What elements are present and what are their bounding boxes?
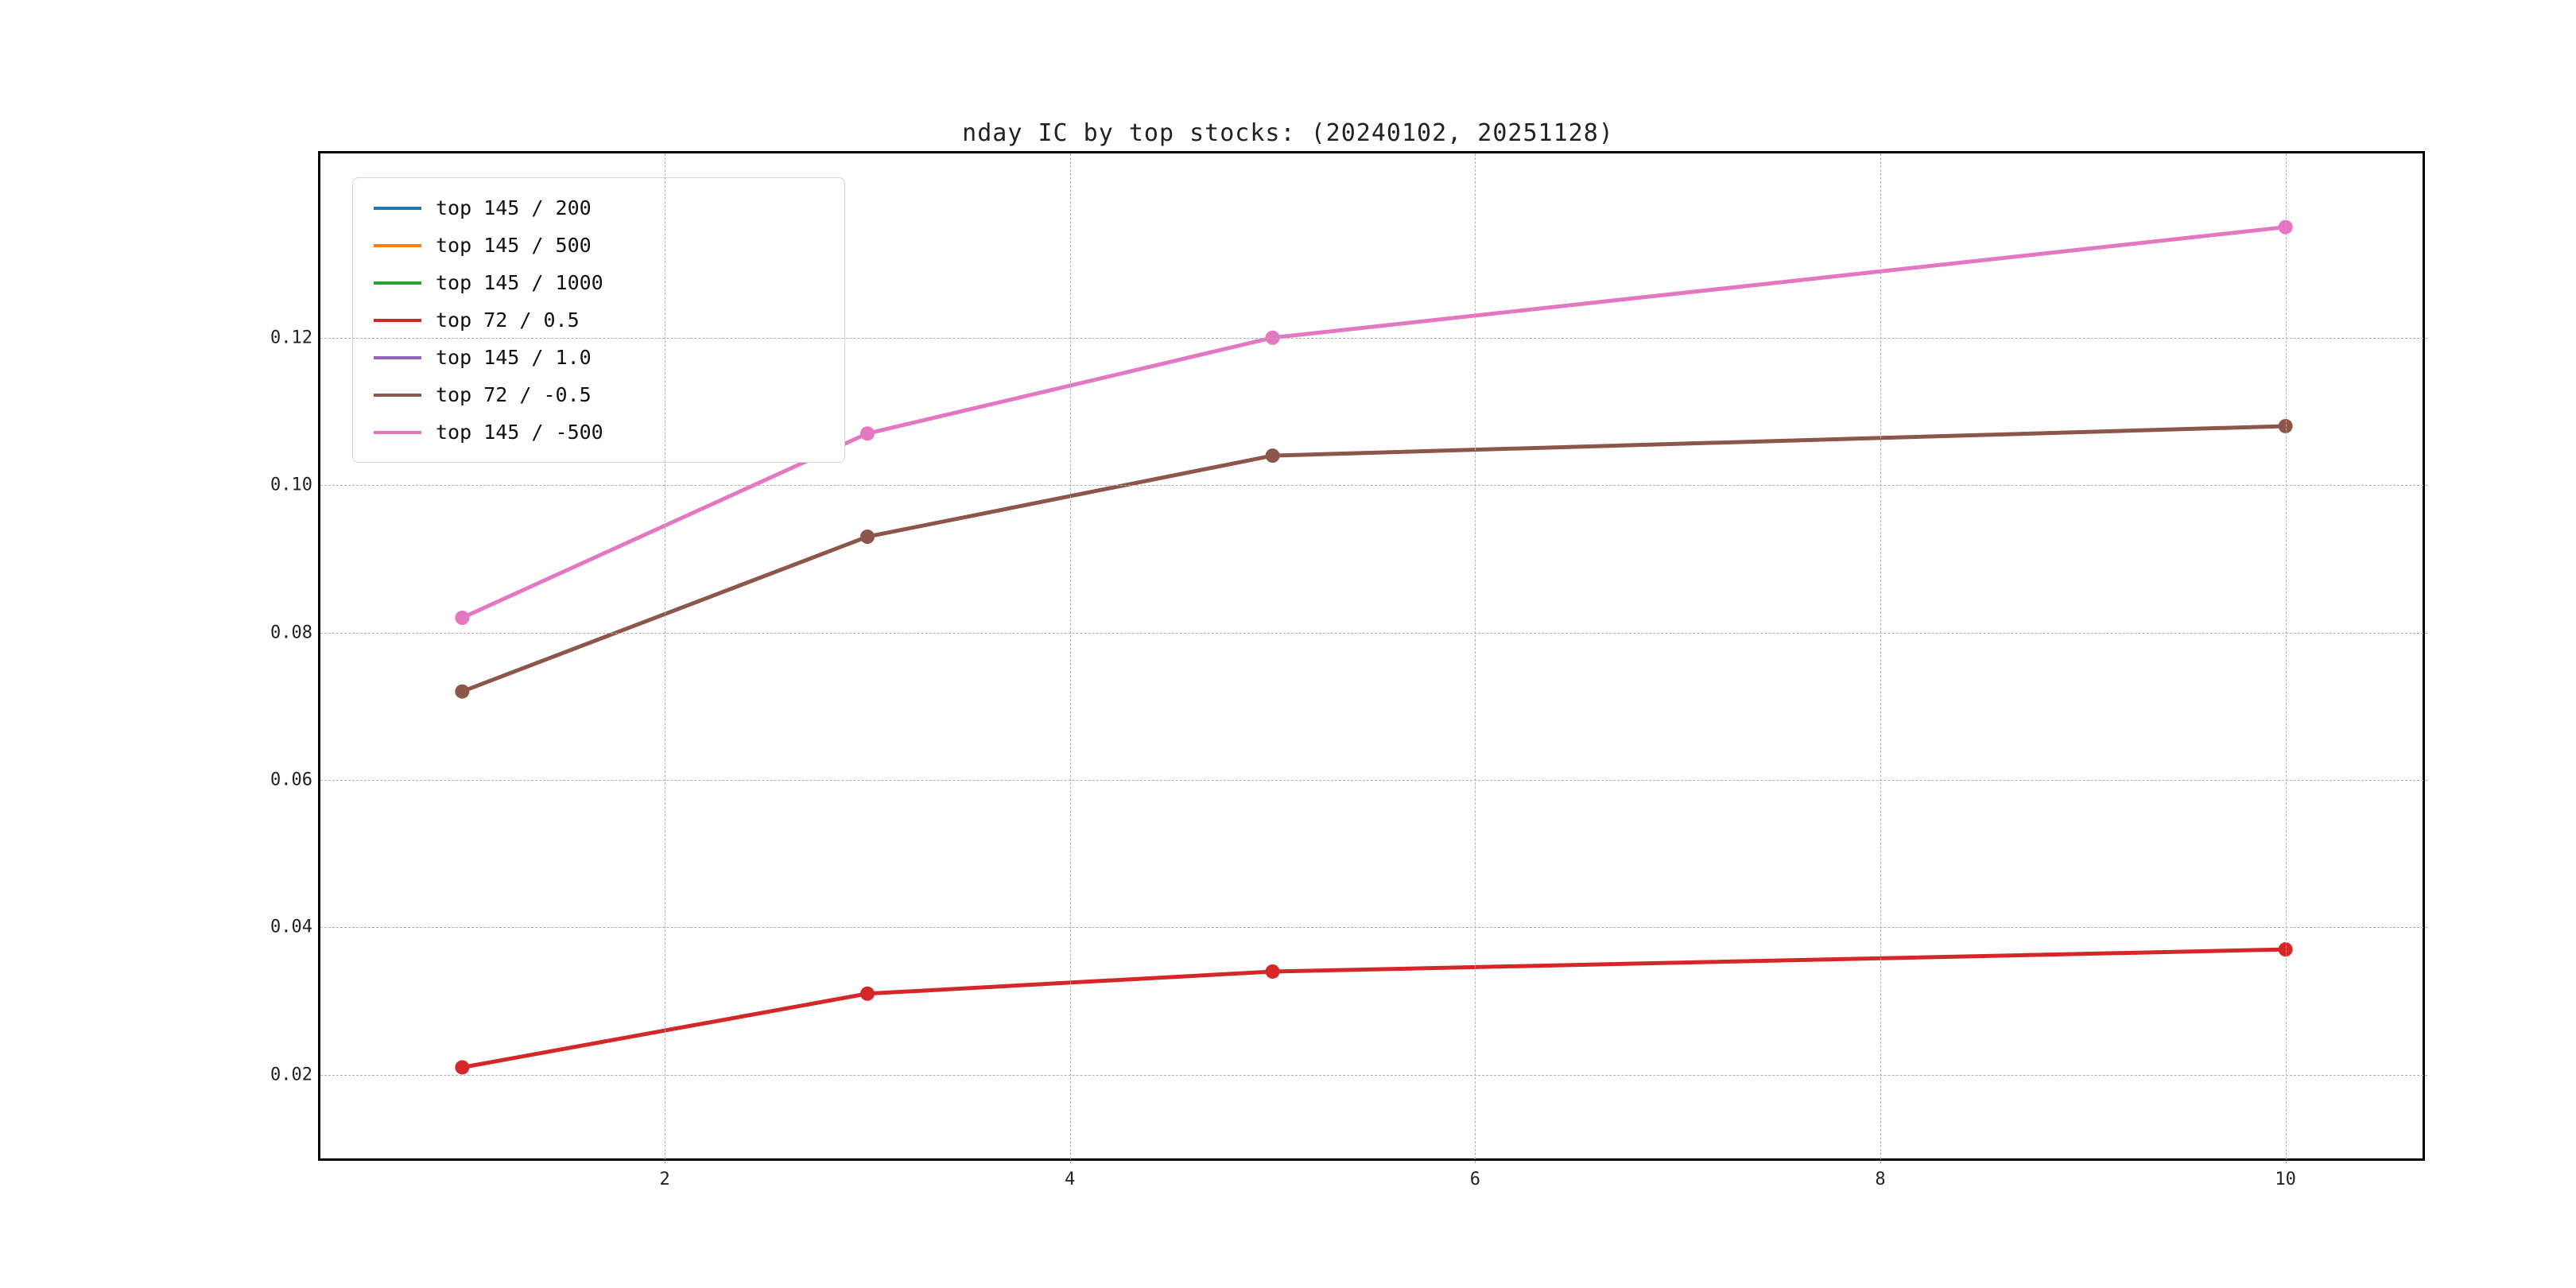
line-series-3[interactable] bbox=[462, 949, 2285, 1067]
gridline-vertical-8 bbox=[1880, 153, 1881, 1163]
data-point-series-3-x-3[interactable] bbox=[860, 987, 875, 1001]
plot-area: top 145 / 200 top 145 / 500 top 145 / 10… bbox=[318, 151, 2425, 1161]
xtick-label-4: 4 bbox=[1046, 1170, 1094, 1189]
gridline-vertical-10 bbox=[2286, 153, 2287, 1163]
legend-label-4: top 145 / 1.0 bbox=[436, 346, 592, 369]
legend-item-5[interactable]: top 72 / -0.5 bbox=[374, 376, 824, 413]
data-point-series-5-x-1[interactable] bbox=[455, 685, 469, 699]
xtick-label-2: 2 bbox=[641, 1170, 689, 1189]
legend-swatch-4 bbox=[374, 356, 421, 359]
gridline-horizontal-0.1 bbox=[320, 485, 2427, 486]
ytick-label-0.06: 0.06 bbox=[249, 770, 312, 789]
legend-swatch-0 bbox=[374, 207, 421, 210]
ytick-label-0.04: 0.04 bbox=[249, 918, 312, 937]
chart-container: nday IC by top stocks: (20240102, 202511… bbox=[0, 0, 2576, 1288]
data-point-series-3-x-1[interactable] bbox=[455, 1060, 469, 1074]
gridline-horizontal-0.02 bbox=[320, 1075, 2427, 1076]
ytick-label-0.12: 0.12 bbox=[249, 328, 312, 347]
data-point-series-5-x-5[interactable] bbox=[1266, 448, 1280, 463]
xtick-label-10: 10 bbox=[2262, 1170, 2310, 1189]
legend-label-6: top 145 / -500 bbox=[436, 421, 603, 444]
legend-label-0: top 145 / 200 bbox=[436, 196, 592, 219]
legend-swatch-1 bbox=[374, 244, 421, 247]
legend-box: top 145 / 200 top 145 / 500 top 145 / 10… bbox=[352, 177, 845, 463]
legend-swatch-2 bbox=[374, 281, 421, 285]
legend-label-1: top 145 / 500 bbox=[436, 234, 592, 257]
legend-item-4[interactable]: top 145 / 1.0 bbox=[374, 339, 824, 376]
data-point-series-5-x-3[interactable] bbox=[860, 530, 875, 544]
ytick-label-0.1: 0.10 bbox=[249, 475, 312, 495]
gridline-horizontal-0.06 bbox=[320, 780, 2427, 781]
data-point-series-3-x-5[interactable] bbox=[1266, 964, 1280, 979]
legend-label-5: top 72 / -0.5 bbox=[436, 383, 592, 406]
ytick-label-0.08: 0.08 bbox=[249, 623, 312, 642]
legend-item-0[interactable]: top 145 / 200 bbox=[374, 189, 824, 227]
legend-swatch-6 bbox=[374, 431, 421, 434]
line-series-5[interactable] bbox=[462, 426, 2285, 692]
legend-swatch-3 bbox=[374, 319, 421, 322]
legend-label-2: top 145 / 1000 bbox=[436, 271, 603, 294]
legend-swatch-5 bbox=[374, 394, 421, 397]
xtick-label-6: 6 bbox=[1451, 1170, 1499, 1189]
legend-label-3: top 72 / 0.5 bbox=[436, 308, 580, 332]
data-point-series-6-x-1[interactable] bbox=[455, 611, 469, 625]
chart-title: nday IC by top stocks: (20240102, 202511… bbox=[0, 119, 2576, 147]
ytick-label-0.02: 0.02 bbox=[249, 1065, 312, 1084]
gridline-vertical-4 bbox=[1070, 153, 1071, 1163]
legend-item-2[interactable]: top 145 / 1000 bbox=[374, 264, 824, 301]
legend-item-1[interactable]: top 145 / 500 bbox=[374, 227, 824, 264]
data-point-series-6-x-3[interactable] bbox=[860, 426, 875, 440]
legend-item-6[interactable]: top 145 / -500 bbox=[374, 413, 824, 451]
gridline-horizontal-0.04 bbox=[320, 927, 2427, 928]
gridline-horizontal-0.08 bbox=[320, 633, 2427, 634]
gridline-horizontal-0.12 bbox=[320, 338, 2427, 339]
xtick-label-8: 8 bbox=[1856, 1170, 1904, 1189]
gridline-vertical-6 bbox=[1475, 153, 1476, 1163]
legend-item-3[interactable]: top 72 / 0.5 bbox=[374, 301, 824, 339]
